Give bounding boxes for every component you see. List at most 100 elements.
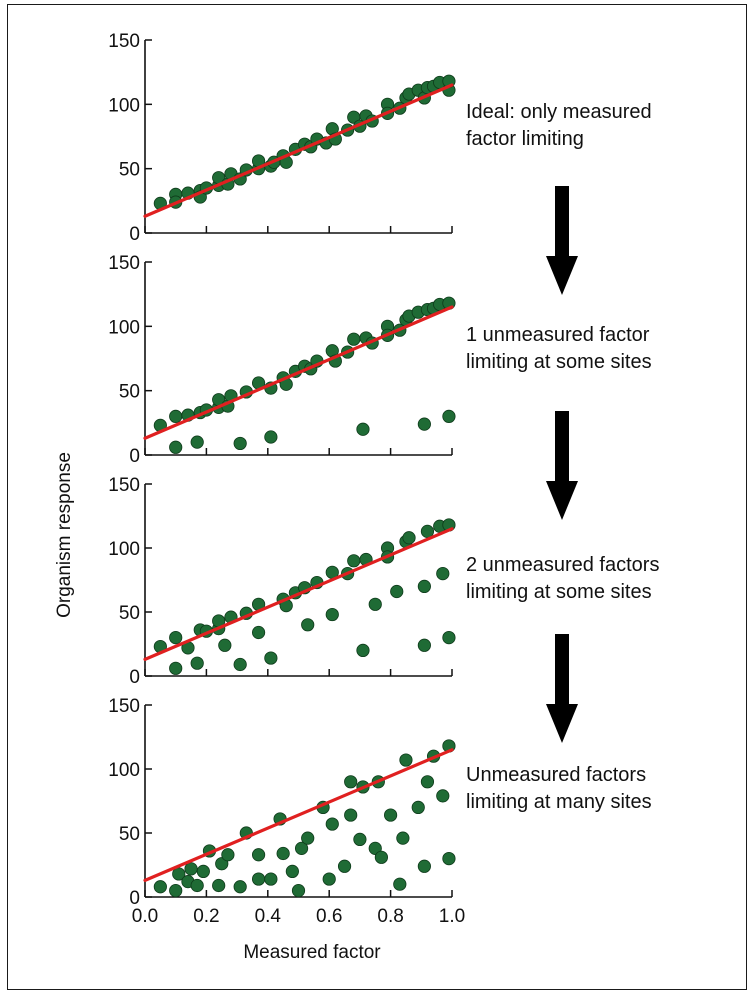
data-point — [169, 440, 183, 454]
data-point — [325, 607, 339, 622]
panel-annotation-line: 1 unmeasured factor — [466, 324, 650, 346]
data-point — [218, 638, 232, 652]
data-point — [196, 864, 210, 879]
data-point — [417, 859, 431, 873]
data-point — [322, 872, 336, 886]
data-point — [368, 597, 382, 611]
data-point — [251, 872, 266, 886]
data-point — [368, 841, 382, 855]
data-point — [169, 409, 183, 423]
fit-line — [143, 83, 454, 218]
data-point — [383, 808, 398, 822]
data-point — [169, 661, 183, 675]
panel-annotation-line: factor limiting — [466, 128, 584, 150]
data-point — [172, 867, 186, 881]
data-point — [190, 435, 204, 449]
data-point — [337, 859, 352, 873]
data-point — [153, 880, 167, 894]
data-point — [436, 566, 450, 581]
data-point — [417, 638, 431, 652]
data-point — [393, 877, 407, 891]
data-point — [169, 883, 183, 898]
x-axis-label: Measured factor — [243, 942, 381, 963]
panel-annotation-line: limiting at many sites — [466, 791, 652, 813]
data-point — [420, 775, 435, 789]
data-point — [291, 883, 306, 898]
data-point — [442, 409, 456, 423]
data-point — [215, 857, 229, 871]
data-point — [353, 832, 367, 847]
data-point — [374, 850, 388, 864]
y-tick-label: 100 — [108, 760, 140, 781]
x-tick-label: 0.4 — [255, 906, 282, 927]
data-point — [344, 775, 358, 789]
data-point — [442, 630, 456, 645]
data-point — [190, 878, 204, 893]
y-tick-label: 150 — [108, 31, 140, 52]
data-point — [264, 872, 278, 886]
fit-line — [143, 305, 454, 440]
x-tick-label: 0.8 — [377, 906, 403, 927]
y-tick-label: 0 — [129, 888, 140, 909]
data-point — [417, 579, 431, 594]
data-point — [399, 753, 413, 767]
data-point — [264, 651, 278, 665]
data-point — [184, 862, 198, 876]
data-point — [233, 436, 247, 451]
panel-3: 0 50 100 150 2 unmeasured factors limiting at… — [108, 475, 659, 688]
panel-annotation-line: Unmeasured factors — [466, 764, 646, 786]
y-tick-label: 150 — [108, 696, 140, 717]
data-point — [436, 789, 450, 803]
figure-frame — [7, 4, 747, 990]
y-tick-label: 150 — [108, 253, 140, 274]
data-point — [221, 848, 235, 862]
data-point — [264, 430, 278, 444]
panel-annotation-line: 2 unmeasured factors — [466, 554, 659, 576]
data-point — [347, 554, 361, 568]
data-point — [411, 800, 425, 815]
data-point — [301, 831, 315, 845]
panel-2: 0 50 100 150 1 unmeasured factor limiting at … — [108, 253, 651, 467]
data-point — [356, 643, 370, 658]
data-point — [402, 531, 416, 545]
x-tick-label: 0.0 — [132, 906, 158, 927]
data-point — [344, 808, 358, 822]
data-point — [417, 417, 431, 431]
data-point — [294, 841, 309, 855]
y-tick-label: 50 — [119, 160, 140, 181]
panel-4: 0 50 100 150 0.0 0.2 0.4 0.6 0.8 1.0 Unmeasured fa… — [108, 696, 651, 927]
data-point — [251, 625, 266, 640]
data-point — [169, 630, 183, 645]
y-tick-label: 100 — [108, 539, 140, 560]
y-tick-label: 150 — [108, 475, 140, 496]
panel-1: 0 50 100 150 Ideal: only measured factor limi… — [108, 31, 651, 245]
data-point — [347, 332, 361, 346]
data-point — [325, 817, 339, 831]
panel-annotation-line: Ideal: only measured — [466, 101, 652, 123]
data-point — [233, 657, 247, 672]
y-tick-label: 50 — [119, 603, 140, 624]
panel-annotation-line: limiting at some sites — [466, 581, 652, 603]
data-point — [356, 422, 370, 436]
data-point — [301, 618, 315, 632]
data-point — [285, 864, 299, 879]
y-tick-label: 100 — [108, 95, 140, 116]
x-tick-label: 0.2 — [193, 906, 219, 927]
x-tick-label: 0.6 — [316, 906, 342, 927]
data-point — [390, 584, 404, 599]
x-tick-label: 1.0 — [439, 906, 465, 927]
data-point — [190, 656, 204, 670]
y-tick-label: 0 — [129, 667, 140, 688]
y-tick-label: 50 — [119, 382, 140, 403]
fit-line — [143, 527, 454, 661]
down-arrow-1 — [546, 186, 578, 295]
data-point — [233, 880, 247, 894]
fit-line — [143, 748, 454, 882]
panel-annotation-line: limiting at some sites — [466, 351, 652, 373]
y-tick-label: 50 — [119, 824, 140, 845]
y-tick-label: 100 — [108, 317, 140, 338]
y-axis-label: Organism response — [54, 452, 75, 618]
down-arrow-2 — [546, 411, 578, 520]
y-tick-label: 0 — [129, 446, 140, 467]
